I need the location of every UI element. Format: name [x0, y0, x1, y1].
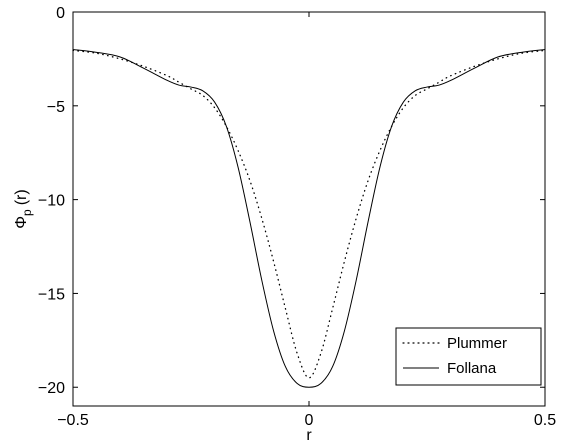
- series-lines: [72, 49, 546, 388]
- x-tick-label: 0: [305, 412, 314, 429]
- y-axis-label-tail: (r): [13, 189, 30, 205]
- legend-label-plummer: Plummer: [447, 335, 507, 352]
- legend-label-follana: Follana: [447, 360, 497, 377]
- y-axis-label: Φp (r): [13, 189, 34, 228]
- y-tick-label: −20: [38, 380, 65, 397]
- y-tick-label: −15: [38, 286, 65, 303]
- ticks: [72, 11, 546, 406]
- x-tick-label: 0.5: [534, 412, 556, 429]
- x-tick-label: −0.5: [57, 412, 89, 429]
- x-axis-label: r: [306, 427, 312, 442]
- legend-box: [395, 327, 542, 386]
- y-axis-label-main: Φ: [13, 216, 30, 229]
- tick-labels: −0.5 0 0.5 0 −5 −10 −15 −20: [38, 5, 556, 429]
- series-line-follana: [72, 49, 546, 388]
- legend: Plummer Follana: [395, 327, 542, 386]
- series-line-plummer: [72, 49, 546, 379]
- y-axis-label-sub: p: [20, 209, 34, 216]
- y-tick-label: −5: [47, 99, 65, 116]
- y-tick-label: 0: [56, 5, 65, 22]
- y-tick-label: −10: [38, 193, 65, 210]
